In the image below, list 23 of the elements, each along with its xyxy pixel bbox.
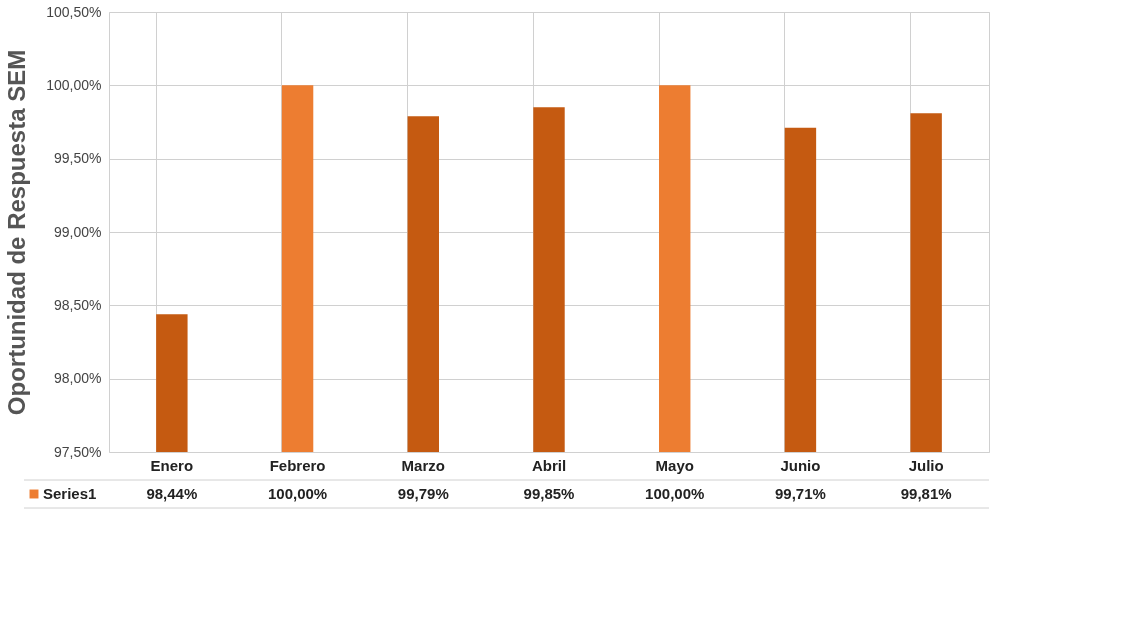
y-tick-label: 97,50% [54,443,102,460]
legend-label: Series1 [43,485,97,502]
x-tick-label: Julio [908,456,944,474]
data-label: 100,00% [645,485,705,502]
data-label: 98,44% [146,485,198,502]
x-tick-label: Febrero [269,456,326,474]
y-tick-label: 99,50% [54,150,102,167]
y-axis-title: Oportunidad de Respuesta SEM [3,49,31,416]
data-label: 99,81% [900,485,952,502]
data-label: 99,79% [397,485,449,502]
y-tick-label: 98,00% [54,370,102,387]
y-tick-label: 100,50% [46,3,102,20]
y-tick-label: 99,00% [54,223,102,240]
x-tick-label: Marzo [401,456,445,474]
x-tick-label: Mayo [655,456,694,474]
data-label: 100,00% [267,485,328,502]
y-tick-label: 100,00% [46,76,102,93]
x-tick-label: Abril [531,456,567,474]
data-label: 99,71% [774,485,826,502]
y-tick-label: 98,50% [54,296,102,313]
x-tick-label: Enero [150,456,194,474]
x-tick-label: Junio [780,456,821,474]
data-label: 99,85% [523,485,575,502]
